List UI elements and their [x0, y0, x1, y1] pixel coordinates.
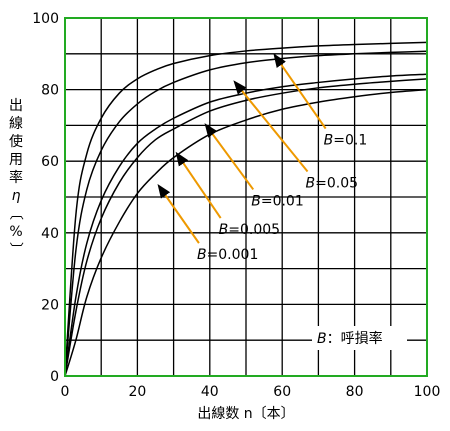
y-axis-label-char: 率 — [9, 169, 23, 186]
legend-note-text: B：呼損率 — [317, 330, 383, 347]
series-label-1: B=0.05 — [306, 176, 359, 192]
y-tick-label: 40 — [41, 226, 59, 242]
y-tick-label: 100 — [32, 11, 59, 27]
x-axis-label: 出線数 n〔本〕 — [197, 406, 294, 422]
label-arrow-4 — [157, 183, 200, 244]
x-tick-label: 100 — [414, 384, 441, 400]
y-axis-label-char: 出 — [9, 98, 23, 114]
y-tick-labels: 0 20 40 60 80 100 — [32, 11, 59, 385]
y-tick-label: 80 — [41, 83, 59, 99]
x-tick-label: 40 — [201, 384, 219, 400]
x-tick-label: 60 — [273, 384, 291, 400]
series-line-0 — [64, 41, 428, 377]
series-line-2 — [64, 73, 428, 377]
y-tick-label: 60 — [41, 154, 59, 170]
series-line-4 — [64, 88, 428, 377]
y-axis-label-char: 〔 — [7, 206, 23, 220]
label-arrow-1 — [233, 80, 309, 173]
y-axis-label-char: 使 — [9, 133, 23, 150]
series-label-0: B=0.1 — [324, 133, 368, 149]
y-axis-label-char: η — [12, 188, 21, 204]
x-tick-label: 0 — [61, 384, 70, 400]
y-axis-label-char: % — [9, 224, 22, 240]
series-labels: B=0.1 B=0.05B=0.01 B=0.005 B=0.001 — [197, 133, 367, 264]
grid — [65, 18, 427, 376]
y-tick-label: 20 — [41, 297, 59, 313]
series-label-2: B=0.01 — [251, 193, 304, 209]
label-arrow-2 — [204, 123, 255, 191]
arrows — [157, 53, 327, 244]
series-label-4: B=0.001 — [197, 247, 258, 263]
x-tick-labels: 0 20 40 60 80 100 — [61, 384, 441, 400]
series-label-3: B=0.005 — [219, 222, 280, 238]
series-line-1 — [64, 50, 428, 377]
y-axis-label-char: 線 — [9, 116, 23, 132]
label-arrow-3 — [175, 151, 222, 219]
curves — [64, 41, 428, 377]
legend-note: B：呼損率 — [312, 326, 407, 350]
y-axis-label-char: 用 — [9, 152, 23, 168]
series-line-3 — [64, 78, 428, 377]
x-tick-label: 20 — [128, 384, 146, 400]
plot-frame — [64, 17, 428, 377]
x-tick-label: 80 — [346, 384, 364, 400]
y-axis-label-char: 〕 — [7, 242, 23, 256]
label-arrow-0 — [273, 53, 327, 130]
y-tick-label: 0 — [50, 369, 59, 385]
